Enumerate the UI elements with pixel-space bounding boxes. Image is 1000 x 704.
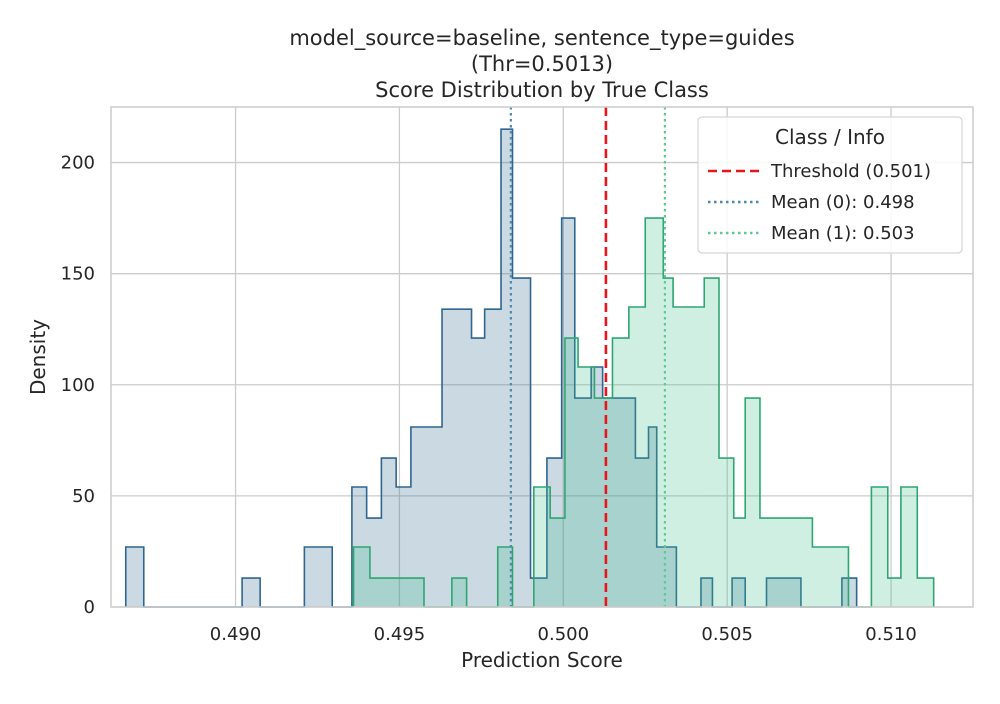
series-1-bin-1 xyxy=(369,578,403,607)
series-1-bin-19 xyxy=(704,278,719,607)
legend: Class / Info Threshold (0.501) Mean (0):… xyxy=(697,116,963,254)
legend-box xyxy=(697,116,963,254)
series-1-bin-25 xyxy=(827,547,849,607)
series-1-bin-11 xyxy=(578,367,595,607)
series-0-bin-31 xyxy=(766,578,801,607)
series-0-bin-23 xyxy=(635,458,649,607)
series-1-bin-13 xyxy=(612,338,623,607)
series-0-bin-7 xyxy=(366,518,382,607)
x-tick-label-3: 0.505 xyxy=(701,624,753,645)
series-0-bin-20 xyxy=(574,398,592,607)
series-1-bin-28 xyxy=(887,578,901,607)
series-0-bin-27 xyxy=(700,578,713,607)
legend-mean1-label: Mean (1): 0.503 xyxy=(771,223,915,244)
series-1-bin-6 xyxy=(497,547,513,607)
series-1-bin-18 xyxy=(673,307,705,607)
x-tick-label-0: 0.490 xyxy=(210,624,262,645)
series-0-bin-25 xyxy=(656,547,677,607)
series-0-bin-33 xyxy=(841,578,857,607)
series-0-bin-10 xyxy=(410,427,443,607)
y-tick-label-0: 0 xyxy=(84,597,95,618)
y-tick-label-1: 50 xyxy=(72,486,95,507)
x-tick-label-2: 0.500 xyxy=(538,624,590,645)
legend-title: Class / Info xyxy=(775,125,885,149)
series-1-bin-8 xyxy=(533,487,551,607)
series-1-bin-4 xyxy=(451,578,467,607)
y-axis-ticks: 0 50 100 150 200 xyxy=(61,153,95,618)
chart-title-line-2: (Thr=0.5013) xyxy=(471,52,613,76)
series-1-bin-0 xyxy=(353,547,370,607)
series-1-bin-29 xyxy=(900,487,918,607)
series-0-bin-24 xyxy=(648,427,657,607)
chart-title-line-1: model_source=baseline, sentence_type=gui… xyxy=(289,26,794,51)
series-0-bin-14 xyxy=(501,129,513,607)
series-0-bin-9 xyxy=(396,487,411,607)
series-0-bin-15 xyxy=(512,278,531,607)
y-axis-label: Density xyxy=(26,319,50,395)
series-0-bin-29 xyxy=(732,578,746,607)
series-0-bin-13 xyxy=(484,309,502,607)
series-1-bin-24 xyxy=(812,547,828,607)
legend-mean0-label: Mean (0): 0.498 xyxy=(771,192,915,213)
legend-threshold-label: Threshold (0.501) xyxy=(770,161,931,182)
series-1 xyxy=(352,217,935,608)
series-1-bin-17 xyxy=(663,278,674,607)
series-0-bin-8 xyxy=(381,458,397,607)
series-0-bin-11 xyxy=(442,309,472,607)
series-1-bin-27 xyxy=(871,487,888,607)
x-axis-ticks: 0.490 0.495 0.500 0.505 0.510 xyxy=(210,624,917,645)
series-1-bin-16 xyxy=(645,218,664,607)
series-0-bin-2 xyxy=(242,578,261,607)
series-1-bin-10 xyxy=(564,338,579,607)
series-0-bin-22 xyxy=(602,398,636,607)
series-0-bin-0 xyxy=(125,547,144,607)
series-1-bin-20 xyxy=(718,458,734,607)
series-1-bin-2 xyxy=(402,578,425,607)
series-1-bin-12 xyxy=(594,398,613,607)
series-1-bin-15 xyxy=(628,307,646,607)
x-tick-label-4: 0.510 xyxy=(865,624,917,645)
chart-title-line-3: Score Distribution by True Class xyxy=(375,78,709,102)
x-tick-label-1: 0.495 xyxy=(374,624,426,645)
series-1-bin-9 xyxy=(550,518,565,607)
series-1-bin-23 xyxy=(759,518,813,607)
plot-frame xyxy=(110,106,974,608)
series-0-bin-12 xyxy=(471,338,485,607)
series-1-bin-22 xyxy=(745,398,760,607)
series-1-bin-14 xyxy=(622,338,629,607)
series-1-bin-21 xyxy=(733,518,746,607)
y-tick-label-3: 150 xyxy=(61,264,95,285)
series-0-bin-4 xyxy=(304,547,333,607)
series-0-bin-21 xyxy=(591,367,603,607)
series-1-bin-30 xyxy=(917,578,934,607)
x-axis-label: Prediction Score xyxy=(461,648,623,672)
histogram-series xyxy=(124,128,935,608)
series-0-bin-16 xyxy=(530,578,547,607)
y-tick-label-2: 100 xyxy=(61,375,95,396)
y-tick-label-4: 200 xyxy=(61,153,95,174)
